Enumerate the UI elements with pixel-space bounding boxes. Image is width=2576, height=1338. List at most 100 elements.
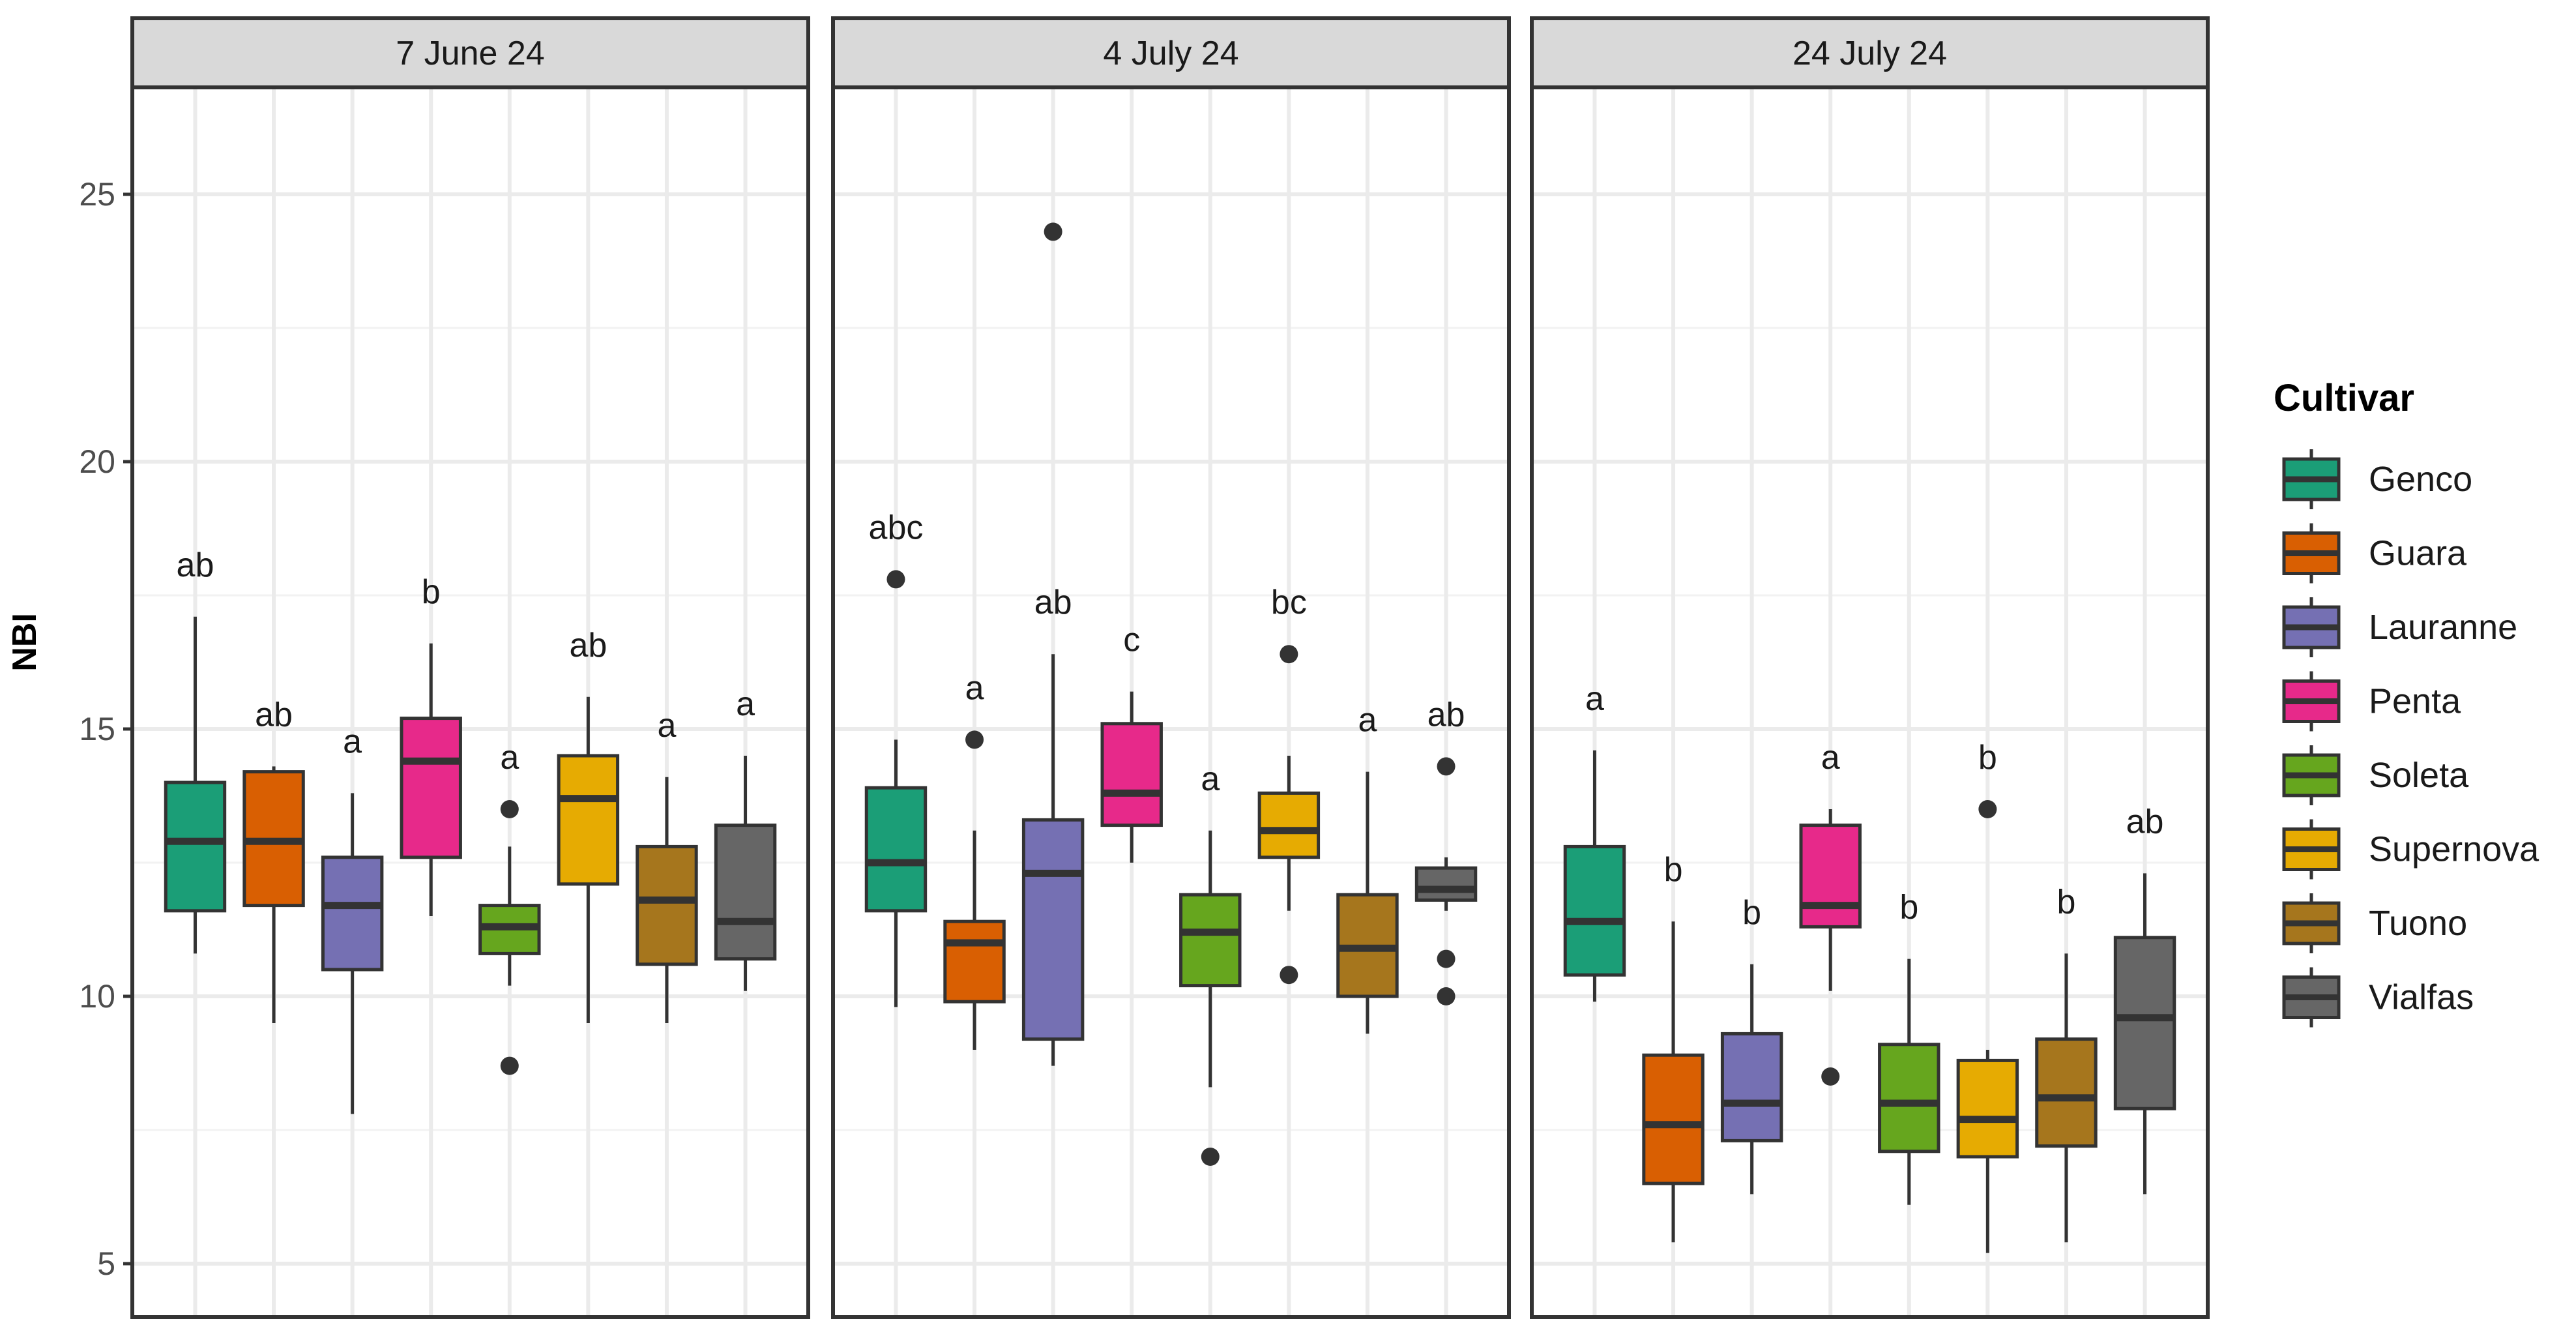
- facet-strip-label: 7 June 24: [396, 35, 544, 72]
- box-lauranne: ab: [1021, 222, 1085, 1066]
- box-body: [1642, 1053, 1705, 1185]
- box-tuono: b: [2035, 883, 2098, 1243]
- box-lauranne: b: [1720, 894, 1783, 1195]
- outlier-point: [1437, 757, 1456, 776]
- facet-strip: [1530, 16, 2210, 89]
- box-penta: c: [1100, 621, 1163, 863]
- facet-strip: [831, 16, 1511, 89]
- outlier-point: [500, 800, 519, 818]
- outlier-point: [1437, 949, 1456, 968]
- significance-letter: b: [1978, 739, 1997, 777]
- box-genco: a: [1563, 680, 1626, 1002]
- outlier-point: [1821, 1067, 1840, 1086]
- box-body: [1414, 866, 1478, 902]
- panel-border: [1530, 85, 2210, 1319]
- significance-letter: ab: [177, 546, 214, 584]
- legend-label: Supernova: [2369, 830, 2539, 869]
- box-vialfas: ab: [1414, 696, 1478, 1005]
- significance-letter: a: [1821, 739, 1840, 777]
- box-body: [1799, 824, 1862, 929]
- significance-letter: a: [965, 669, 984, 707]
- legend-label: Lauranne: [2369, 608, 2517, 647]
- facet-strip: [130, 16, 810, 89]
- panel-background: [1532, 87, 2208, 1317]
- significance-letter: ab: [255, 696, 293, 734]
- outlier-point: [1978, 800, 1997, 818]
- box-body: [557, 754, 620, 886]
- y-tick-label: 15: [79, 711, 115, 747]
- significance-letter: a: [500, 739, 519, 777]
- panel-border: [831, 85, 1511, 1319]
- box-body: [1720, 1032, 1783, 1142]
- box-body: [1563, 844, 1626, 977]
- box-soleta: a: [1179, 760, 1242, 1166]
- box-body: [164, 780, 227, 913]
- box-guara: b: [1642, 851, 1705, 1243]
- y-tick-label: 25: [79, 176, 115, 213]
- legend-item-penta: Penta: [2282, 671, 2461, 732]
- y-axis: 5 10 15 20 25: [79, 176, 132, 1282]
- box-tuono: a: [1336, 702, 1399, 1034]
- box-body: [864, 786, 928, 913]
- box-guara: a: [943, 669, 1006, 1050]
- outlier-point: [500, 1056, 519, 1075]
- box-soleta: a: [478, 739, 541, 1075]
- panel-background: [833, 87, 1509, 1317]
- legend-label: Penta: [2369, 682, 2461, 721]
- outlier-point: [1201, 1148, 1220, 1166]
- box-vialfas: a: [714, 685, 777, 991]
- box-tuono: a: [636, 707, 698, 1023]
- box-supernova: b: [1956, 739, 2019, 1253]
- legend: Cultivar Genco Guara Lauranne Penta Soleta Su…: [2274, 377, 2539, 1028]
- legend-item-genco: Genco: [2282, 449, 2472, 509]
- box-body: [1100, 722, 1163, 827]
- legend-item-lauranne: Lauranne: [2282, 597, 2517, 657]
- significance-letter: ab: [569, 627, 607, 664]
- legend-label: Guara: [2369, 534, 2467, 573]
- legend-label: Vialfas: [2369, 978, 2474, 1017]
- box-vialfas: ab: [2113, 803, 2176, 1195]
- significance-letter: b: [422, 573, 441, 611]
- facet-strip-label: 24 July 24: [1793, 35, 1947, 72]
- box-penta: a: [1799, 739, 1862, 1086]
- significance-letter: b: [1742, 894, 1761, 932]
- box-body: [636, 844, 698, 966]
- significance-letter: b: [1899, 889, 1918, 927]
- significance-letter: ab: [2126, 803, 2164, 840]
- box-body: [321, 855, 384, 972]
- outlier-point: [886, 570, 905, 589]
- legend-label: Soleta: [2369, 756, 2469, 795]
- box-guara: ab: [242, 696, 305, 1023]
- significance-letter: bc: [1271, 584, 1307, 621]
- box-penta: b: [400, 573, 462, 916]
- legend-label: Tuono: [2369, 904, 2467, 943]
- box-soleta: b: [1878, 889, 1940, 1205]
- legend-item-supernova: Supernova: [2282, 819, 2539, 880]
- box-body: [1878, 1043, 1940, 1153]
- box-genco: abc: [864, 509, 928, 1007]
- box-body: [1257, 791, 1321, 859]
- box-body: [1021, 818, 1085, 1041]
- box-body: [2035, 1037, 2098, 1148]
- significance-letter: ab: [1427, 696, 1465, 734]
- legend-label: Genco: [2369, 460, 2472, 499]
- legend-item-soleta: Soleta: [2282, 745, 2469, 805]
- outlier-point: [1280, 645, 1298, 664]
- y-tick-label: 20: [79, 443, 115, 480]
- legend-item-vialfas: Vialfas: [2282, 967, 2474, 1028]
- y-axis-title: NBI: [6, 613, 44, 672]
- y-tick-label: 10: [79, 978, 115, 1015]
- significance-letter: a: [1585, 680, 1604, 718]
- significance-letter: a: [1201, 760, 1220, 798]
- box-body: [2113, 936, 2176, 1110]
- significance-letter: a: [657, 707, 676, 745]
- significance-letter: abc: [869, 509, 924, 546]
- significance-letter: b: [2056, 883, 2075, 921]
- significance-letter: a: [1358, 702, 1377, 739]
- box-supernova: ab: [557, 627, 620, 1023]
- legend-item-tuono: Tuono: [2282, 893, 2467, 953]
- box-body: [943, 919, 1006, 1004]
